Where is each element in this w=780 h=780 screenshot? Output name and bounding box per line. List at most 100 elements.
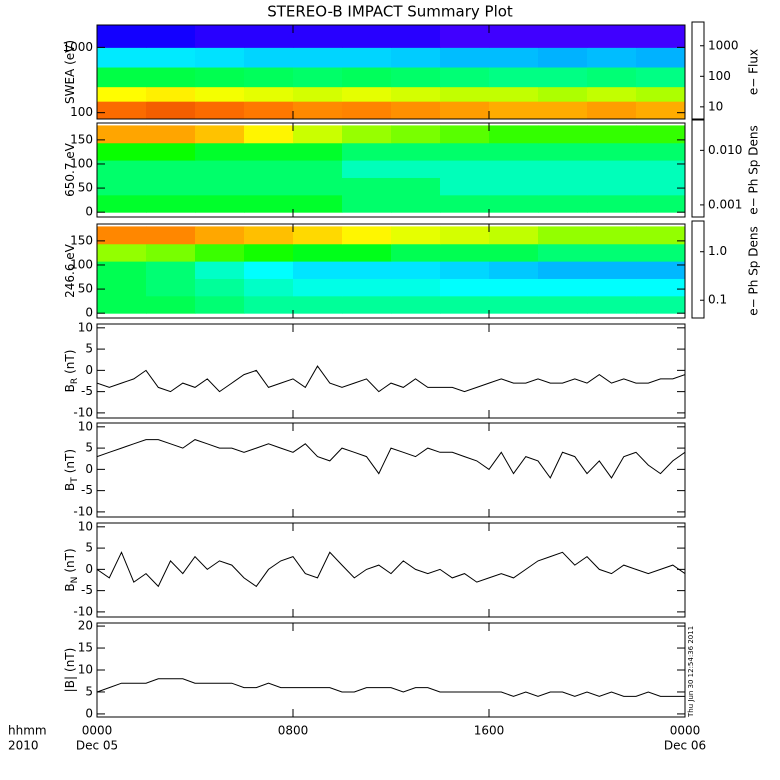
colorbar-tick-label: 1000: [708, 38, 739, 52]
heatmap-cell: [636, 226, 685, 245]
heatmap-cell: [587, 160, 637, 178]
heatmap-cell: [440, 261, 490, 279]
heatmap-cell: [97, 295, 147, 314]
heatmap-cell: [587, 86, 637, 102]
heatmap-cell: [244, 160, 294, 178]
heatmap-cell: [146, 67, 196, 88]
heatmap-cell: [440, 86, 490, 102]
heatmap-cell: [391, 125, 441, 144]
heatmap-cell: [440, 101, 490, 119]
heatmap-cell: [97, 86, 147, 102]
heatmap-cell: [342, 67, 392, 88]
y-tick-label: -10: [73, 604, 93, 618]
heatmap-cell: [538, 142, 588, 161]
heatmap-cell: [636, 86, 685, 102]
colorbar-label: e− Flux: [747, 49, 761, 95]
heatmap-cell: [489, 194, 539, 213]
heatmap-cell: [293, 25, 343, 48]
heatmap-cell: [440, 177, 490, 196]
panel: [97, 439, 685, 479]
heatmap-cell: [489, 125, 539, 144]
panel-frame: [96, 522, 686, 618]
heatmap-cell: [97, 142, 147, 161]
heatmap-cell: [538, 226, 588, 245]
heatmap-cell: [489, 86, 539, 102]
y-tick-label: 5: [85, 441, 93, 455]
y-tick-label: 10: [78, 663, 93, 677]
panel-frame: [96, 122, 686, 218]
heatmap-cell: [391, 194, 441, 213]
heatmap-cell: [195, 194, 245, 213]
x-tick-label: 0000: [670, 724, 701, 738]
heatmap-cell: [195, 243, 245, 262]
heatmap-cell: [538, 261, 588, 279]
heatmap-cell: [391, 295, 441, 314]
heatmap-cell: [489, 295, 539, 314]
heatmap-cell: [146, 243, 196, 262]
heatmap-cell: [342, 160, 392, 178]
y-axis-label: BN (nT): [63, 548, 80, 591]
heatmap-cell: [97, 177, 147, 196]
colorbar: [691, 119, 705, 218]
y-tick-label: 50: [78, 181, 93, 195]
x-axis-label: hhmm: [8, 724, 47, 738]
panel: [97, 678, 685, 697]
heatmap-cell: [538, 125, 588, 144]
heatmap-cell: [293, 47, 343, 68]
y-axis-label-part: N: [70, 577, 80, 584]
heatmap-cell: [146, 101, 196, 119]
heatmap-cell: [587, 125, 637, 144]
heatmap-cell: [293, 86, 343, 102]
heatmap-cell: [587, 278, 637, 297]
heatmap-cell: [489, 243, 539, 262]
heatmap-cell: [391, 86, 441, 102]
y-tick-label: -5: [81, 483, 93, 497]
heatmap-cell: [146, 142, 196, 161]
heatmap-cell: [97, 25, 147, 48]
panel: [97, 226, 685, 314]
heatmap-cell: [636, 261, 685, 279]
heatmap-cell: [440, 243, 490, 262]
heatmap-cell: [538, 295, 588, 314]
heatmap-cell: [391, 278, 441, 297]
heatmap-cell: [489, 278, 539, 297]
y-axis-label-part: B: [63, 583, 77, 591]
x-date-label: Dec 06: [664, 739, 706, 753]
y-tick-label: 15: [78, 641, 93, 655]
y-tick-label: 1000: [62, 40, 93, 54]
heatmap-cell: [146, 278, 196, 297]
heatmap-cell: [342, 261, 392, 279]
heatmap-cell: [489, 47, 539, 68]
y-tick-label: 50: [78, 282, 93, 296]
y-axis-label: |B| (nT): [63, 648, 77, 693]
heatmap-cell: [244, 86, 294, 102]
heatmap-cell: [342, 101, 392, 119]
y-tick-label: 100: [70, 105, 93, 119]
heatmap-cell: [97, 261, 147, 279]
x-axis-year: 2010: [8, 739, 39, 753]
y-axis-label: BR (nT): [63, 350, 80, 393]
heatmap-cell: [293, 295, 343, 314]
heatmap-cell: [587, 194, 637, 213]
heatmap-cell: [636, 177, 685, 196]
y-axis-label-part: (nT): [63, 648, 77, 672]
heatmap-cell: [146, 86, 196, 102]
y-tick-label: 0: [85, 363, 93, 377]
heatmap-cell: [636, 142, 685, 161]
heatmap-cell: [636, 67, 685, 88]
heatmap-cell: [636, 25, 685, 48]
heatmap-cell: [636, 160, 685, 178]
heatmap-cell: [636, 278, 685, 297]
heatmap-cell: [636, 295, 685, 314]
heatmap-cell: [293, 67, 343, 88]
y-axis-label: BT (nT): [63, 449, 80, 491]
y-axis-label-part: 650.7 eV: [63, 142, 77, 197]
heatmap-cell: [146, 160, 196, 178]
heatmap-cell: [195, 142, 245, 161]
y-axis-label-part: B: [63, 384, 77, 392]
heatmap-cell: [587, 101, 637, 119]
heatmap-cell: [195, 261, 245, 279]
heatmap-cell: [146, 25, 196, 48]
heatmap-cell: [195, 295, 245, 314]
heatmap-cell: [97, 243, 147, 262]
